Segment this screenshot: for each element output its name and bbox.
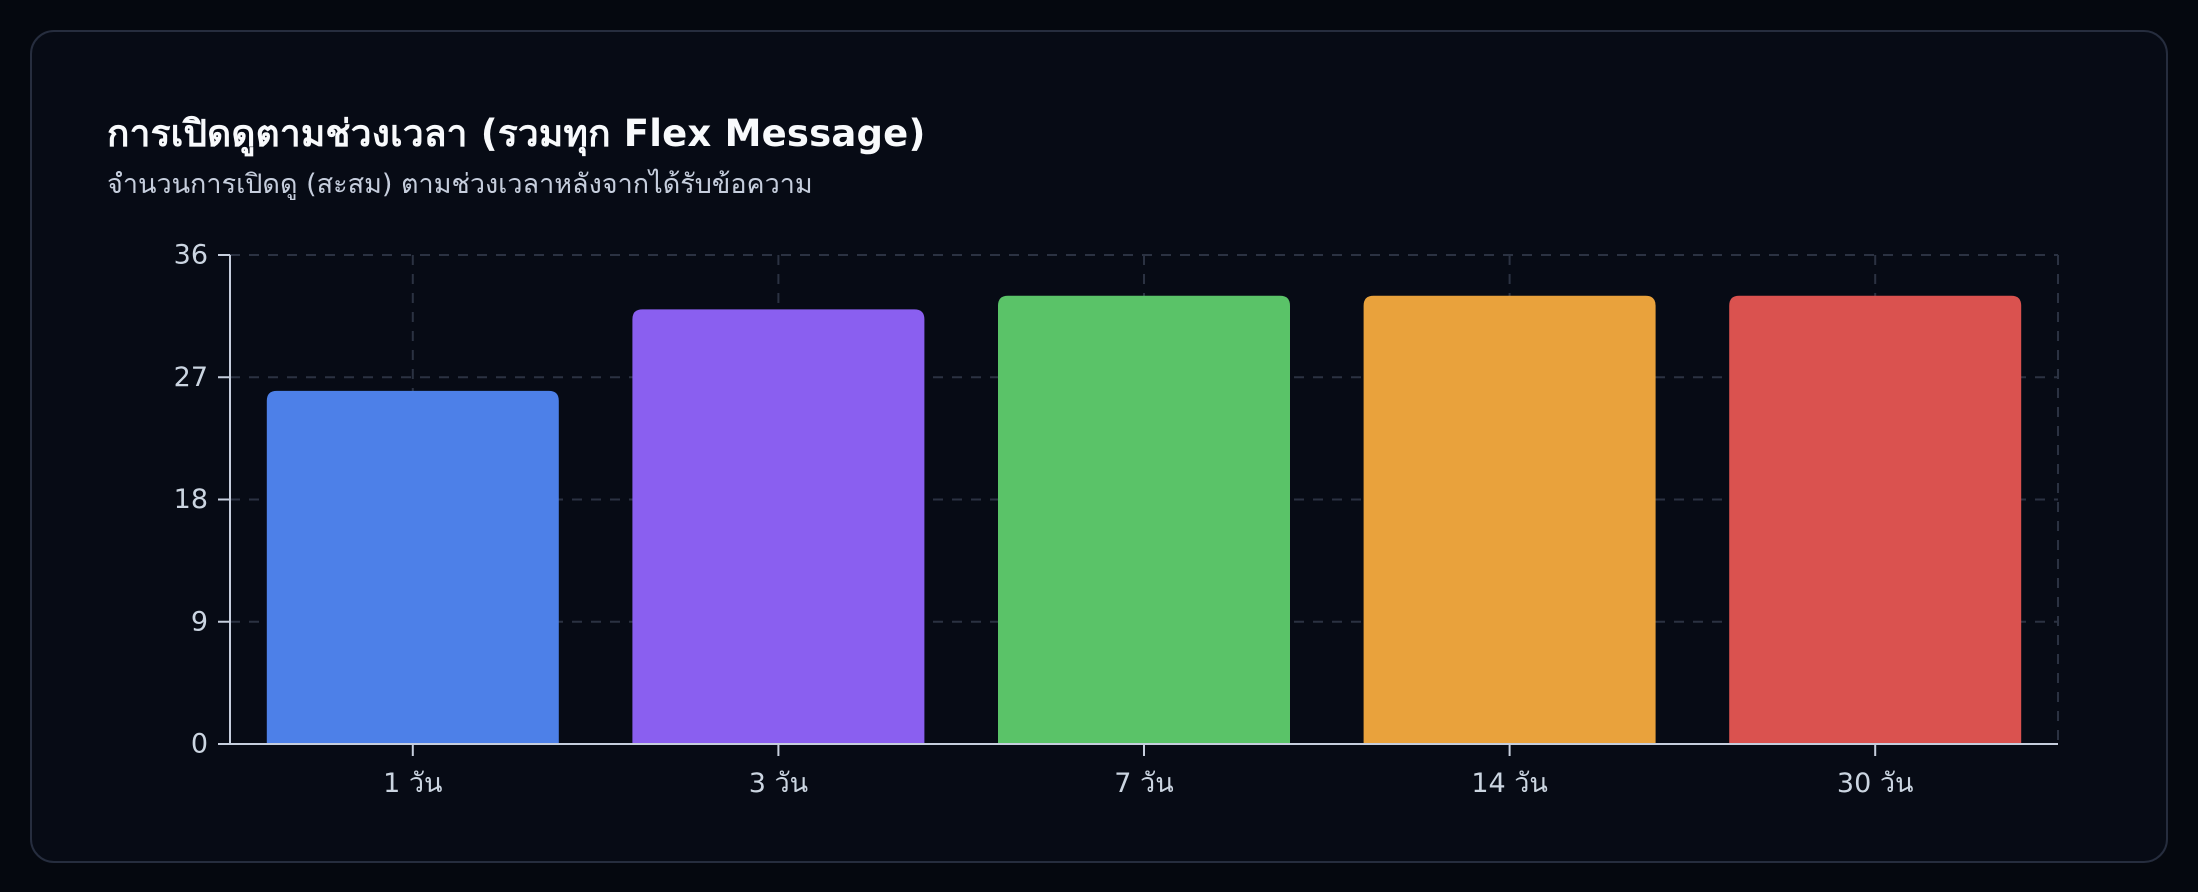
bar-2[interactable] xyxy=(632,309,925,744)
x-tick-label-1: 1 วัน xyxy=(383,768,442,799)
bar-3[interactable] xyxy=(998,295,1290,744)
y-tick-label-27: 27 xyxy=(174,362,208,393)
bar-4[interactable] xyxy=(1363,295,1656,744)
x-tick-label-4: 14 วัน xyxy=(1471,768,1548,799)
bar-1[interactable] xyxy=(266,390,559,744)
y-tick-label-18: 18 xyxy=(174,484,208,515)
bar-5[interactable] xyxy=(1729,295,2022,744)
y-tick-label-36: 36 xyxy=(174,240,208,271)
y-tick-label-9: 9 xyxy=(191,606,208,637)
y-tick-label-0: 0 xyxy=(191,729,208,760)
x-tick-label-5: 30 วัน xyxy=(1837,768,1914,799)
chart-title: การเปิดดูตามช่วงเวลา (รวมทุก Flex Messag… xyxy=(107,112,926,155)
x-tick-label-2: 3 วัน xyxy=(749,768,808,799)
chart-subtitle: จำนวนการเปิดดู (สะสม) ตามช่วงเวลาหลังจาก… xyxy=(107,169,813,200)
x-tick-label-3: 7 วัน xyxy=(1114,768,1173,799)
